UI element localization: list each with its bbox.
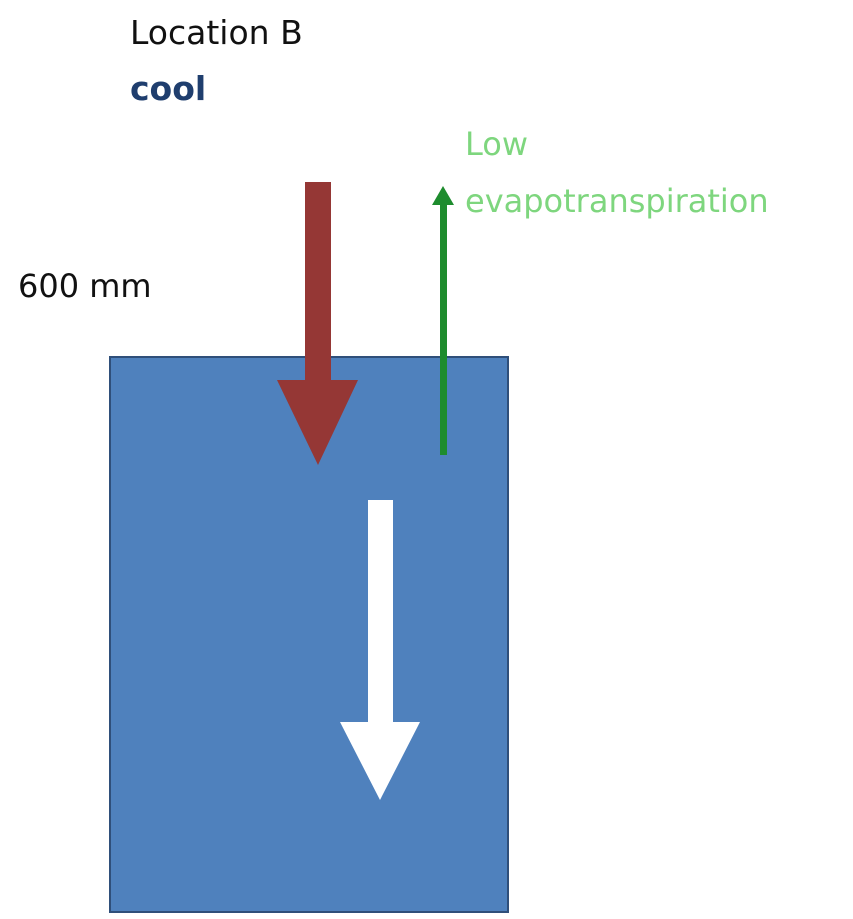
precipitation-label: 600 mm (18, 267, 152, 305)
precipitation-arrow (277, 182, 358, 465)
evapotranspiration-label: Low (465, 125, 528, 163)
evapotranspiration-arrow (432, 186, 454, 455)
drainage-arrow (340, 500, 420, 800)
title: Location B (130, 13, 303, 52)
evapotranspiration-label: evapotranspiration (465, 182, 769, 220)
subtitle: cool (130, 69, 206, 108)
